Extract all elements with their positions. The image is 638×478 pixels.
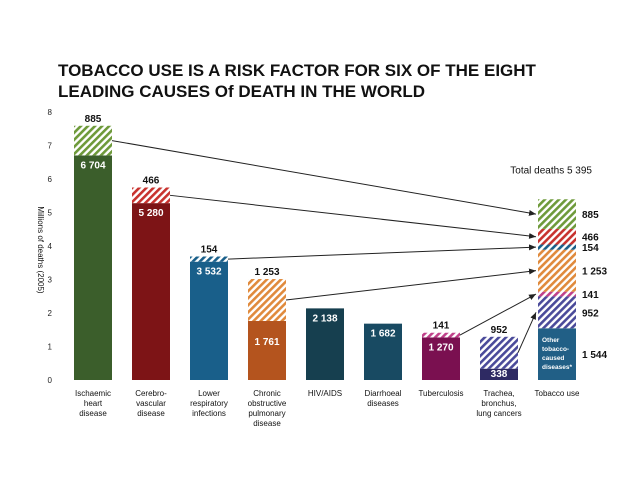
tobacco-bar-segment-lower_resp — [538, 244, 576, 250]
tobacco-value-label: 952 — [491, 325, 508, 336]
arrow-trachea — [517, 312, 537, 353]
other-tobacco-caused-label: tobacco- — [542, 346, 569, 353]
bar-trachea-tobacco — [480, 336, 518, 369]
y-tick-label: 1 — [48, 343, 53, 352]
category-label: disease — [253, 419, 281, 428]
other-value-label: 1 682 — [370, 329, 395, 340]
tobacco-segment-label: 1 253 — [582, 267, 607, 278]
category-label: Tuberculosis — [418, 389, 463, 398]
tobacco-value-label: 154 — [201, 245, 218, 256]
arrow-tb — [459, 293, 537, 336]
bar-tb-other — [422, 337, 460, 380]
category-label: pulmonary — [248, 409, 285, 418]
category-label: vascular — [136, 399, 166, 408]
tobacco-bar-segment-trachea — [538, 296, 576, 329]
category-label: Cerebro- — [135, 389, 167, 398]
category-label: heart — [84, 399, 103, 408]
other-value-label: 3 532 — [196, 267, 221, 278]
category-label: diseases — [367, 399, 399, 408]
tobacco-bar-segment-other — [538, 328, 576, 380]
bar-copd-tobacco — [248, 279, 286, 322]
category-label: disease — [137, 409, 165, 418]
bar-lower_resp-other — [190, 261, 228, 380]
bar-tb-tobacco — [422, 332, 460, 338]
tobacco-segment-label: 1 544 — [582, 350, 607, 361]
bar-lower_resp-tobacco — [190, 256, 228, 262]
category-label: Trachea, — [483, 389, 514, 398]
tobacco-bar-segment-cerebro — [538, 228, 576, 245]
y-tick-label: 0 — [48, 376, 53, 385]
arrow-ischaemic — [111, 140, 537, 216]
other-value-label: 338 — [491, 369, 508, 380]
y-tick-label: 5 — [48, 209, 53, 218]
bars — [74, 125, 576, 380]
y-axis-label: Millions of deaths (2005) — [36, 206, 45, 293]
category-label: respiratory — [190, 399, 228, 408]
tobacco-segment-label: 952 — [582, 308, 599, 319]
y-tick-label: 3 — [48, 276, 53, 285]
category-label: lung cancers — [476, 409, 521, 418]
tobacco-segment-label: 466 — [582, 233, 599, 244]
y-tick-label: 2 — [48, 309, 53, 318]
other-tobacco-caused-label: diseases* — [542, 364, 572, 371]
tobacco-bar-segment-tb — [538, 291, 576, 297]
category-label: Diarrhoeal — [365, 389, 402, 398]
bar-copd-other — [248, 321, 286, 380]
chart-title-line-2: LEADING CAUSES Of DEATH IN THE WORLD — [58, 82, 425, 101]
y-tick-label: 4 — [48, 242, 53, 251]
y-tick-label: 6 — [48, 175, 53, 184]
chart-title-line-1: TOBACCO USE IS A RISK FACTOR FOR SIX OF … — [58, 61, 537, 80]
total-deaths-label: Total deaths 5 395 — [510, 165, 592, 176]
category-labels: IschaemicheartdiseaseCerebro-vasculardis… — [75, 389, 580, 428]
y-tick-label: 8 — [48, 108, 53, 117]
category-label: bronchus, — [481, 399, 516, 408]
category-label: Ischaemic — [75, 389, 111, 398]
other-tobacco-caused-label: caused — [542, 355, 564, 362]
y-tick-label: 7 — [48, 142, 53, 151]
other-value-label: 2 138 — [312, 313, 337, 324]
category-label: infections — [192, 409, 226, 418]
bar-trachea-other — [480, 368, 518, 380]
other-value-label: 6 704 — [80, 160, 105, 171]
bar-diarrhoeal-other — [364, 323, 402, 380]
tobacco-value-label: 141 — [433, 321, 450, 332]
bar-cerebro-tobacco — [132, 187, 170, 204]
arrow-copd — [285, 268, 537, 301]
arrow-cerebro — [169, 194, 537, 239]
category-label: disease — [79, 409, 107, 418]
other-value-label: 5 280 — [138, 208, 163, 219]
labels: 885 6 704 466 5 280 154 3 532 1 253 1 761 2 138 1… — [80, 114, 607, 380]
arrow-lower_resp — [227, 244, 537, 260]
category-label: HIV/AIDS — [308, 389, 342, 398]
tobacco-value-label: 1 253 — [254, 267, 279, 278]
tobacco-segment-label: 141 — [582, 290, 599, 301]
category-label: Lower — [198, 389, 220, 398]
bar-hiv-other — [306, 308, 344, 380]
y-ticks: 0 1 2 3 4 5 6 7 8 — [48, 108, 53, 385]
tobacco-bar-segment-ischaemic — [538, 199, 576, 229]
tobacco-value-label: 885 — [85, 114, 102, 125]
other-tobacco-caused-label: Other — [542, 337, 560, 344]
arrows — [111, 140, 537, 353]
other-value-label: 1 270 — [428, 342, 453, 353]
category-label: Tobacco use — [535, 389, 580, 398]
other-value-label: 1 761 — [254, 337, 279, 348]
category-label: Chronic — [253, 389, 281, 398]
tobacco-segment-label: 885 — [582, 210, 599, 221]
category-label: obstructive — [248, 399, 287, 408]
bar-cerebro-other — [132, 203, 170, 380]
tobacco-value-label: 466 — [143, 176, 160, 187]
tobacco-bar-segment-copd — [538, 249, 576, 292]
bar-ischaemic-other — [74, 155, 112, 380]
bar-ischaemic-tobacco — [74, 125, 112, 156]
tobacco-segment-label: 154 — [582, 243, 599, 254]
